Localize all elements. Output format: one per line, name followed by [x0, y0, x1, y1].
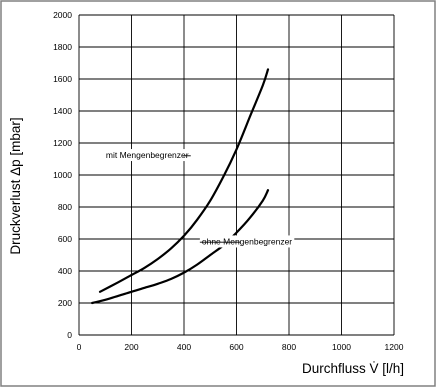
y-tick-label: 0: [67, 330, 72, 340]
x-tick-label: 800: [282, 342, 296, 352]
x-tick-label: 1000: [332, 342, 351, 352]
y-tick-label: 1800: [53, 42, 72, 52]
x-tick-label: 0: [77, 342, 82, 352]
grid-layer: [78, 14, 395, 336]
x-tick-label: 600: [229, 342, 243, 352]
annotation-layer: mit Mengenbegrenzer ohne Mengenbegrenzer: [103, 149, 295, 248]
y-tick-label: 2000: [53, 10, 72, 20]
x-tick-label: 1200: [385, 342, 404, 352]
series-line-ohne-mengenbegrenzer: [91, 189, 270, 305]
y-axis-label: Druckverlust Δp [mbar]: [8, 117, 23, 254]
x-tick-label: 200: [124, 342, 138, 352]
x-axis-label: Durchfluss V̇ [l/h]: [302, 361, 404, 376]
y-tick-label: 200: [58, 298, 72, 308]
annotation-background: [199, 235, 295, 248]
series-line-mit-mengenbegrenzer: [98, 68, 270, 293]
y-tick-label: 800: [58, 202, 72, 212]
y-tick-label: 1000: [53, 170, 72, 180]
y-tick-label: 1200: [53, 138, 72, 148]
tick-layer: 0 200 400 600 800 1000 1200 0 200 400 600 800 1000 12…: [53, 10, 404, 352]
y-tick-label: 1600: [53, 74, 72, 84]
x-tick-label: 400: [177, 342, 191, 352]
series-layer: [91, 68, 270, 305]
y-tick-label: 600: [58, 234, 72, 244]
y-tick-label: 400: [58, 266, 72, 276]
annotation-background: [103, 149, 191, 162]
y-tick-label: 1400: [53, 106, 72, 116]
annotation-label: ohne Mengenbegrenzer: [202, 236, 292, 246]
annotation-label: mit Mengenbegrenzer: [106, 150, 189, 160]
